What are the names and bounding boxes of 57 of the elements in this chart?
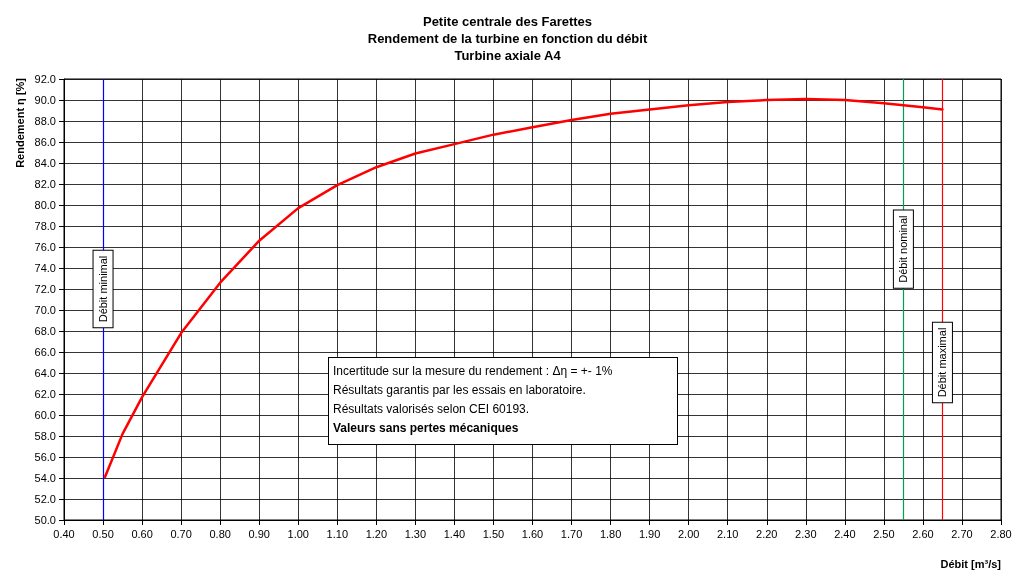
x-tick-label: 1.40 — [443, 527, 466, 540]
x-tick-label: 1.30 — [404, 527, 427, 540]
annotation: Résultats valorisés selon CEI 60193. — [333, 401, 531, 418]
x-tick-label: 1.80 — [599, 527, 622, 540]
y-tick-label: 80.0 — [34, 199, 56, 211]
y-tick-label: 90.0 — [34, 94, 56, 106]
y-tick-label: 70.0 — [34, 304, 56, 316]
x-axis-title: Débit [m³/s] — [940, 557, 1002, 570]
y-tick-label: 60.0 — [34, 409, 56, 421]
y-tick-label: 62.0 — [34, 388, 56, 400]
x-tick-label: 1.90 — [638, 527, 661, 540]
x-tick-label: 0.50 — [92, 527, 114, 540]
annotation: Incertitude sur la mesure du rendement : Δη = +- 1% — [333, 363, 614, 380]
y-tick-label: 54.0 — [34, 472, 56, 484]
x-tick-label: 2.30 — [795, 527, 817, 540]
ref-line-label: Débit minimal — [97, 255, 110, 323]
ref-line-label: Débit nominal — [897, 215, 910, 283]
y-tick-label: 78.0 — [34, 220, 56, 232]
y-tick-label: 82.0 — [34, 178, 56, 190]
y-tick-label: 64.0 — [34, 367, 56, 379]
y-tick-label: 74.0 — [34, 262, 56, 274]
x-tick-label: 1.00 — [287, 527, 309, 540]
ref-line-label: Débit maximal — [936, 327, 949, 398]
y-tick-label: 76.0 — [34, 241, 56, 253]
x-tick-label: 1.50 — [482, 527, 505, 540]
x-tick-label: 0.90 — [248, 527, 270, 540]
y-tick-label: 84.0 — [34, 157, 56, 169]
x-tick-label: 0.40 — [53, 527, 75, 540]
y-tick-label: 66.0 — [34, 346, 56, 358]
x-tick-label: 1.60 — [521, 527, 544, 540]
x-tick-label: 1.70 — [560, 527, 583, 540]
x-tick-label: 2.50 — [873, 527, 895, 540]
x-tick-label: 2.00 — [677, 527, 700, 540]
y-tick-label: 56.0 — [34, 451, 56, 463]
annotation: Valeurs sans pertes mécaniques — [333, 420, 520, 437]
y-tick-label: 68.0 — [34, 325, 56, 337]
y-tick-label: 58.0 — [34, 430, 56, 442]
y-tick-label: 52.0 — [34, 493, 56, 505]
x-tick-label: 2.20 — [756, 527, 778, 540]
x-tick-label: 1.10 — [326, 527, 348, 540]
x-tick-label: 2.70 — [951, 527, 973, 540]
annotation: Résultats garantis par les essais en laboratoire. — [333, 382, 587, 399]
x-tick-label: 2.60 — [912, 527, 934, 540]
x-tick-label: 0.60 — [131, 527, 153, 540]
x-tick-label: 2.40 — [834, 527, 856, 540]
y-tick-label: 50.0 — [34, 514, 56, 526]
x-tick-label: 2.10 — [717, 527, 739, 540]
y-axis-title: Rendement η [%] — [14, 77, 26, 168]
x-tick-label: 2.80 — [990, 527, 1012, 540]
x-tick-label: 0.80 — [209, 527, 231, 540]
x-tick-label: 0.70 — [170, 527, 192, 540]
y-tick-label: 72.0 — [34, 283, 56, 295]
y-tick-label: 88.0 — [34, 115, 56, 127]
x-tick-label: 1.20 — [365, 527, 388, 540]
y-tick-label: 86.0 — [34, 136, 56, 148]
chart-title: Petite centrale des Farettes Rendement de la turbine en fonction du débit Turbine axiale A4 — [367, 14, 648, 63]
y-tick-label: 92.0 — [34, 73, 56, 85]
